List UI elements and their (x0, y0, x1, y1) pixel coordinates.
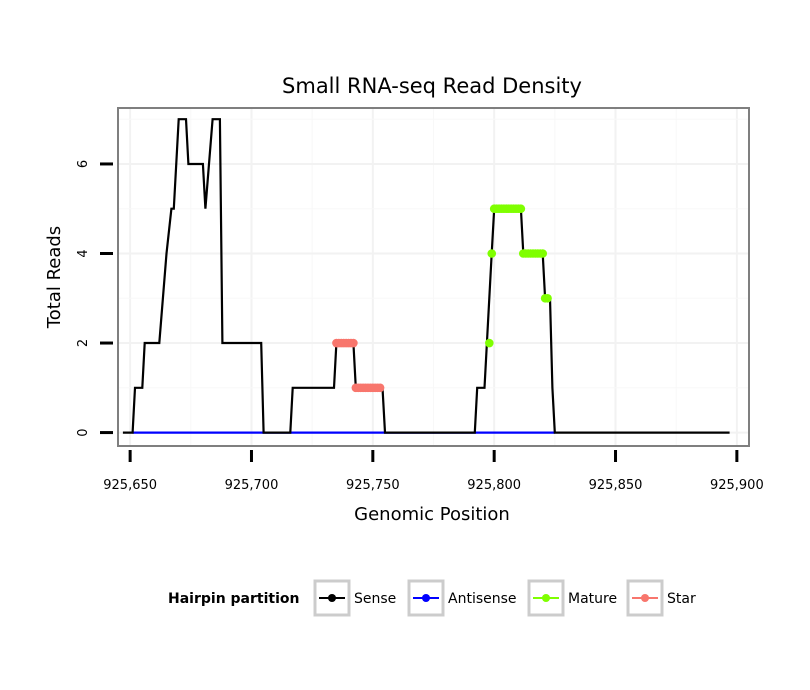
series-layer (122, 118, 730, 434)
x-tick-label: 925,750 (346, 478, 400, 493)
legend-label-mature: Mature (568, 591, 617, 607)
x-tick-label: 925,900 (710, 478, 764, 493)
x-tick-label: 925,850 (589, 478, 643, 493)
data-point-mature (538, 249, 548, 258)
data-point-mature (516, 204, 526, 214)
y-tick-label: 4 (76, 249, 91, 257)
data-point-star (349, 338, 358, 348)
x-axis: 925,650 925,700 925,750 925,800 925,850 925,9… (103, 450, 764, 493)
data-point-star (375, 383, 385, 393)
x-axis-title: Genomic Position (354, 504, 510, 525)
legend-key-point-mature (542, 594, 550, 602)
legend-title: Hairpin partition (168, 591, 299, 607)
y-tick-label: 2 (76, 339, 91, 347)
series-line-sense (122, 118, 730, 434)
legend-label-sense: Sense (354, 591, 396, 607)
x-tick-label: 925,800 (467, 478, 521, 493)
data-point-mature (485, 338, 494, 348)
data-point-mature (543, 293, 552, 303)
chart-title: Small RNA-seq Read Density (282, 74, 582, 98)
legend: Hairpin partition Sense Antisense Mature St… (168, 579, 696, 617)
y-tick-label: 0 (76, 428, 91, 436)
legend-key-point-star (641, 594, 649, 602)
x-tick-label: 925,700 (225, 478, 279, 493)
x-tick-label: 925,650 (103, 478, 157, 493)
legend-key-point-sense (328, 594, 336, 602)
legend-key-point-antisense (422, 594, 430, 602)
legend-label-star: Star (667, 591, 696, 607)
y-tick-label: 6 (76, 160, 91, 168)
y-axis: 0 2 4 6 (76, 160, 113, 437)
legend-label-antisense: Antisense (448, 591, 517, 607)
data-point-mature (487, 249, 497, 258)
y-axis-title: Total Reads (44, 226, 65, 329)
